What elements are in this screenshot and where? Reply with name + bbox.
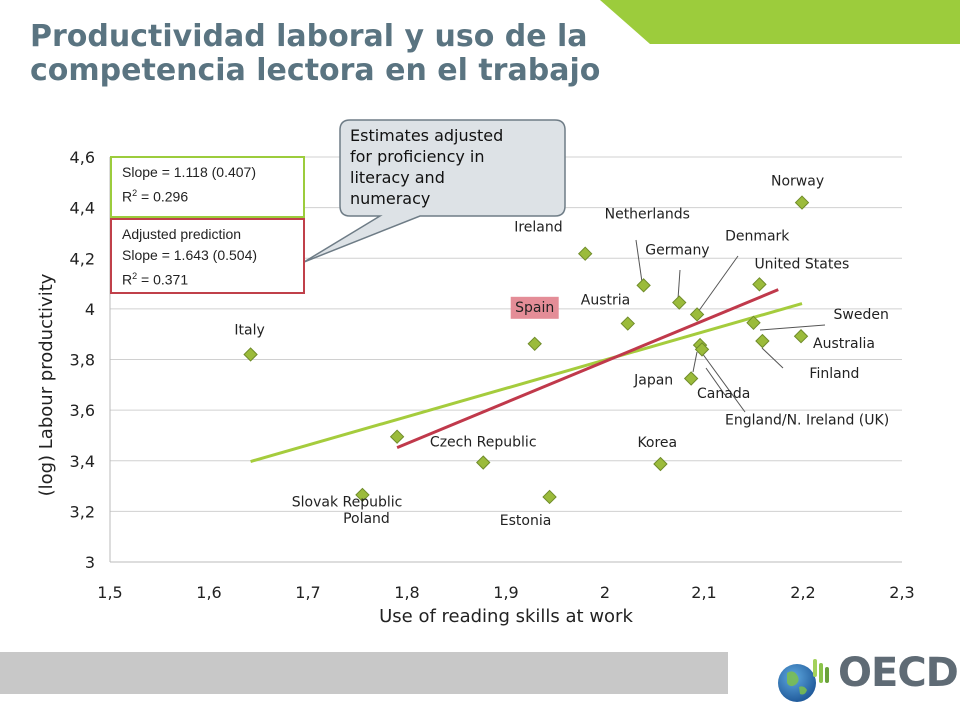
- data-point: [683, 371, 699, 386]
- data-point: [689, 307, 705, 322]
- point-label: Estonia: [500, 513, 552, 529]
- callout-text: numeracy: [350, 189, 430, 208]
- callout: Estimates adjusted for proficiency in lite…: [303, 119, 566, 263]
- y-axis-title: (log) Labour productivity: [36, 273, 57, 496]
- y-tick-label: 4,2: [70, 249, 95, 268]
- callout-text: for proficiency in: [350, 147, 485, 166]
- point-label: Norway: [771, 174, 824, 190]
- unadjusted-slope: Slope = 1.118 (0.407): [122, 164, 257, 180]
- label-leader: [761, 347, 784, 369]
- point-label: Spain: [515, 300, 554, 316]
- y-tick-label: 3,6: [70, 401, 95, 420]
- x-tick-label: 1,7: [295, 583, 320, 602]
- point-label: England/N. Ireland (UK): [725, 412, 889, 428]
- axis-titles: Use of reading skills at work (log) Labou…: [36, 273, 633, 627]
- x-axis-title: Use of reading skills at work: [379, 606, 633, 627]
- unadjusted-r2: R2 = 0.296: [122, 188, 189, 205]
- oecd-logo-text: OECD: [838, 650, 959, 696]
- point-label: Poland: [343, 511, 390, 527]
- adjusted-r2: R2 = 0.371: [122, 271, 189, 288]
- point-label: Italy: [234, 322, 264, 338]
- y-tick-label: 4: [85, 300, 95, 319]
- y-tick-label: 3: [85, 553, 95, 572]
- title-line-2: competencia lectora en el trabajo: [30, 53, 601, 88]
- x-tick-label: 2,3: [889, 583, 914, 602]
- top-accent-shape: [600, 0, 960, 44]
- data-point: [794, 195, 810, 210]
- y-tick-label: 4,6: [70, 148, 95, 167]
- data-point: [527, 336, 542, 352]
- point-label: Canada: [697, 386, 750, 402]
- label-leader: [635, 239, 643, 283]
- title-line-1: Productividad laboral y uso de la: [30, 19, 588, 54]
- data-points: [243, 195, 810, 505]
- point-label: Austria: [581, 293, 630, 309]
- x-tick-label: 2: [600, 583, 610, 602]
- x-tick-label: 1,8: [394, 583, 419, 602]
- data-point: [542, 489, 557, 505]
- point-label: Japan: [633, 372, 673, 388]
- data-point: [653, 456, 668, 472]
- page-title: Productividad laboral y uso de la compet…: [30, 20, 600, 88]
- point-label: Finland: [809, 366, 859, 382]
- adjusted-slope: Slope = 1.643 (0.504): [122, 247, 258, 263]
- callout-text: literacy and: [350, 168, 445, 187]
- point-label: Denmark: [725, 228, 790, 244]
- fit-lines: [250, 288, 803, 463]
- point-label: Ireland: [514, 220, 562, 236]
- label-leader: [705, 367, 726, 396]
- unadjusted-fit-line: [250, 302, 803, 463]
- y-tick-label: 3,2: [70, 502, 95, 521]
- data-point: [672, 295, 687, 310]
- data-point: [243, 347, 258, 362]
- x-tick-label: 2,1: [691, 583, 716, 602]
- label-leader: [759, 324, 826, 331]
- point-label: Sweden: [834, 307, 889, 323]
- data-point: [694, 342, 710, 357]
- data-point: [793, 329, 809, 344]
- x-tick-label: 2,2: [790, 583, 815, 602]
- x-tick-label: 1,5: [97, 583, 122, 602]
- data-point: [752, 277, 767, 292]
- label-leader: [697, 255, 739, 313]
- point-label: Australia: [813, 336, 875, 352]
- data-point: [620, 316, 635, 331]
- data-point: [577, 246, 593, 261]
- unadjusted-stats-box: Slope = 1.118 (0.407) R2 = 0.296: [110, 156, 305, 218]
- top-accent-shape: [600, 0, 960, 44]
- y-tick-label: 4,4: [70, 199, 95, 218]
- data-point: [746, 315, 761, 331]
- point-label: Czech Republic: [430, 435, 537, 451]
- y-tick-label: 3,8: [70, 351, 95, 370]
- data-point: [755, 333, 770, 349]
- point-label: Korea: [637, 435, 677, 451]
- footer-band: [0, 652, 728, 694]
- data-point: [476, 455, 491, 470]
- globe-icon: [778, 659, 829, 702]
- adjusted-label: Adjusted prediction: [122, 226, 242, 242]
- point-label: Slovak Republic: [292, 495, 403, 511]
- point-label: Netherlands: [605, 206, 690, 222]
- label-leaders: [635, 239, 826, 413]
- y-tick-label: 3,4: [70, 452, 95, 471]
- x-tick-label: 1,9: [493, 583, 518, 602]
- point-label: Germany: [645, 243, 709, 259]
- data-point: [636, 278, 651, 293]
- spain-highlight-box: [510, 296, 559, 319]
- data-point: [389, 429, 405, 444]
- label-leader: [692, 351, 698, 373]
- adjusted-fit-line: [396, 288, 779, 449]
- point-label: United States: [754, 256, 849, 272]
- data-point: [355, 487, 370, 503]
- callout-text: Estimates adjusted: [350, 126, 503, 145]
- label-leader: [677, 269, 681, 300]
- callout-bubble: [303, 119, 566, 263]
- label-leader: [701, 352, 746, 413]
- adjusted-stats-box: Adjusted prediction Slope = 1.643 (0.504…: [110, 218, 305, 294]
- tick-labels: 3 3,2 3,4 3,6 3,8 4 4,2 4,4 4,6 1,5 1,6 1,7 1,8 1,9 2 2…: [70, 148, 915, 602]
- x-tick-label: 1,6: [196, 583, 221, 602]
